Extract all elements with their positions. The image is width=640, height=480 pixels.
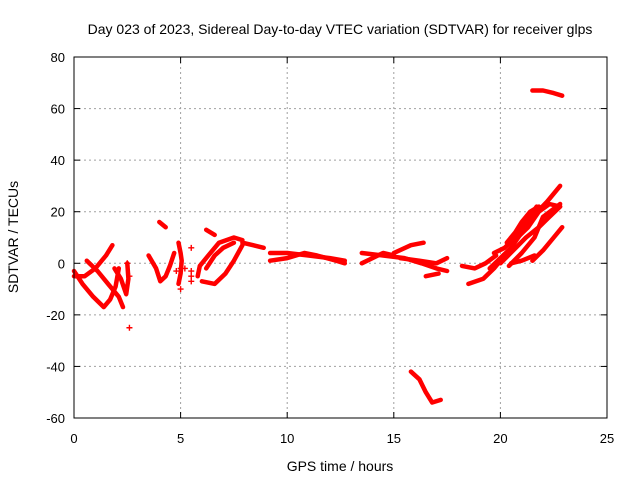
y-tick-label: 60	[51, 102, 65, 117]
data-point	[177, 286, 184, 293]
data-arc-arc-27	[515, 201, 563, 240]
y-axis-label: SDTVAR / TECUs	[5, 181, 21, 293]
y-tick-label: -60	[46, 411, 65, 426]
data-arc-arc-8	[195, 235, 245, 279]
data-arc-arc-9	[199, 242, 245, 287]
data-layer	[71, 88, 565, 405]
data-arc-arc-6	[157, 219, 168, 230]
x-tick-label: 0	[70, 431, 77, 446]
y-tick-label: 0	[58, 256, 65, 271]
data-arc-arc-7	[176, 240, 184, 287]
data-point	[188, 268, 195, 275]
data-arc-arc-12	[240, 240, 266, 251]
y-tick-label: -20	[46, 308, 65, 323]
data-arc-arc-29	[530, 224, 565, 263]
data-arc-arc-14	[267, 250, 348, 266]
data-point	[181, 265, 188, 272]
x-tick-label: 20	[493, 431, 507, 446]
data-arc-arc-17	[391, 240, 426, 256]
y-tick-label: 80	[51, 50, 65, 65]
plot-frame	[73, 56, 608, 419]
data-arc-arc-25	[498, 204, 563, 266]
data-point	[188, 278, 195, 285]
data-arc-arc-3	[84, 258, 126, 310]
x-axis-label: GPS time / hours	[287, 458, 394, 474]
data-point	[188, 244, 195, 251]
data-point	[124, 260, 131, 267]
y-tick-label: -40	[46, 359, 65, 374]
data-point	[126, 273, 133, 280]
data-arc-arc-26	[506, 201, 563, 269]
x-tick-label: 5	[177, 431, 184, 446]
data-arc-arc-18	[397, 255, 450, 266]
data-point	[188, 273, 195, 280]
data-point	[126, 324, 133, 331]
data-point	[173, 268, 180, 275]
data-arc-arc-10	[203, 240, 237, 271]
data-arc-arc-31	[530, 88, 565, 98]
data-arc-arc-19	[423, 271, 441, 279]
data-arc-arc-2	[71, 266, 122, 310]
data-arc-arc-21	[459, 253, 499, 271]
data-arc-arc-20	[408, 369, 443, 405]
y-tick-label: 20	[51, 205, 65, 220]
data-arc-arc-30	[508, 253, 537, 266]
data-arc-arc-4	[112, 261, 131, 297]
x-tick-label: 15	[387, 431, 401, 446]
chart-title: Day 023 of 2023, Sidereal Day-to-day VTE…	[88, 21, 593, 37]
data-arc-arc-1	[71, 242, 115, 279]
data-arc-arc-11	[203, 227, 217, 238]
x-tick-label: 10	[280, 431, 294, 446]
y-tick-label: 40	[51, 153, 65, 168]
x-tick-label: 25	[600, 431, 614, 446]
axis-ticks: 0 5 10 15 20 25 -60 -40 -20 0 20 40 60 80	[46, 50, 614, 446]
data-arc-arc-28	[504, 204, 542, 245]
data-arc-arc-5	[146, 250, 177, 284]
